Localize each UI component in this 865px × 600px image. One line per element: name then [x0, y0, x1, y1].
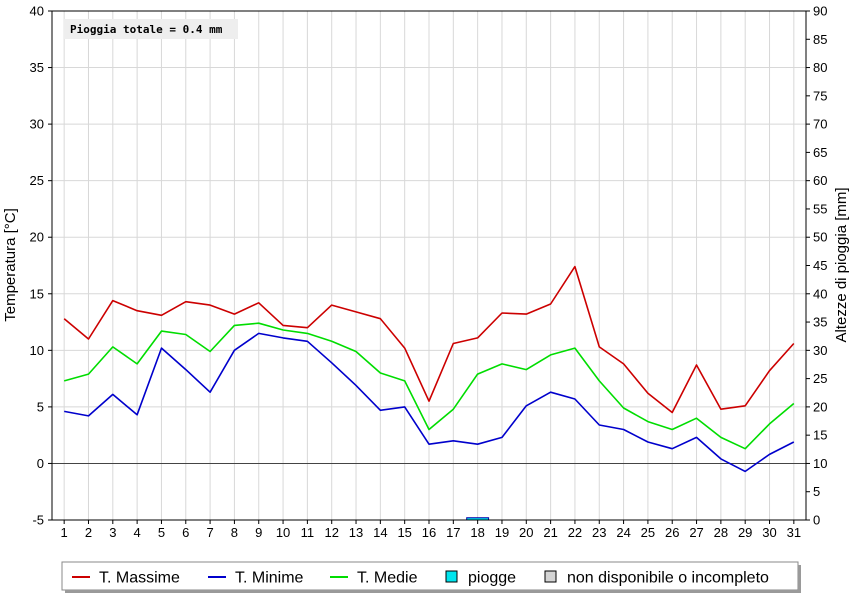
rain-total-background — [64, 19, 238, 39]
left-tick-label: 30 — [30, 117, 44, 132]
x-tick-label: 26 — [665, 525, 679, 540]
x-tick-label: 15 — [397, 525, 411, 540]
right-tick-label: 20 — [813, 399, 827, 414]
x-tick-label: 7 — [206, 525, 213, 540]
right-tick-label: 70 — [813, 117, 827, 132]
legend-label-piogge: piogge — [468, 570, 516, 587]
series-line-t-massime — [63, 265, 795, 414]
legend-label-t-minime: T. Minime — [235, 570, 304, 587]
legend-label-non-disponibile-o-incompleto: non disponibile o incompleto — [567, 570, 769, 587]
left-tick-label: 0 — [37, 456, 44, 471]
x-tick-label: 10 — [276, 525, 290, 540]
x-tick-label: 17 — [446, 525, 460, 540]
x-tick-label: 14 — [373, 525, 387, 540]
right-tick-label: 40 — [813, 286, 827, 301]
x-tick-label: 1 — [61, 525, 68, 540]
series-line-t-medie — [63, 322, 795, 450]
left-tick-label: 35 — [30, 60, 44, 75]
legend-shadow-right — [798, 565, 801, 593]
x-tick-label: 3 — [109, 525, 116, 540]
x-tick-label: 30 — [762, 525, 776, 540]
left-axis-ticks: -5 0 5 10 15 20 25 30 35 40 — [30, 4, 52, 528]
rain-total-box: Pioggia totale = 0.4 mm — [64, 19, 238, 39]
right-tick-label: 15 — [813, 428, 827, 443]
x-tick-label: 18 — [470, 525, 484, 540]
x-tick-label: 28 — [714, 525, 728, 540]
left-tick-label: -5 — [32, 513, 44, 528]
x-axis-ticks: 1 2 3 4 5 6 7 8 9 10 11 12 13 14 15 16 17 18 19 20 21 22 23 24 2… — [61, 520, 801, 540]
right-tick-label: 0 — [813, 513, 820, 528]
left-axis-title: Temperatura [°C] — [2, 208, 19, 322]
right-tick-label: 65 — [813, 145, 827, 160]
right-axis-ticks: 0 5 10 15 20 25 30 35 40 45 50 55 60 65 70 75 80 85 90 — [806, 4, 827, 528]
x-tick-label: 21 — [543, 525, 557, 540]
left-tick-label: 25 — [30, 173, 44, 188]
right-tick-label: 90 — [813, 4, 827, 19]
x-tick-label: 24 — [616, 525, 630, 540]
legend: T. Massime T. Minime T. Medie piogge non dis… — [61, 561, 801, 593]
x-tick-label: 11 — [301, 525, 315, 540]
x-tick-label: 12 — [324, 525, 338, 540]
right-tick-label: 35 — [813, 315, 827, 330]
legend-items: T. Massime T. Minime T. Medie piogge non dis… — [72, 570, 769, 587]
x-tick-label: 9 — [255, 525, 262, 540]
right-tick-label: 60 — [813, 173, 827, 188]
legend-shadow-bottom — [65, 590, 801, 593]
x-tick-label: 8 — [231, 525, 238, 540]
right-axis-title: Altezze di pioggia [mm] — [833, 187, 850, 342]
x-tick-label: 23 — [592, 525, 606, 540]
x-tick-label: 2 — [85, 525, 92, 540]
x-tick-label: 4 — [134, 525, 141, 540]
x-tick-label: 22 — [568, 525, 582, 540]
x-tick-label: 6 — [182, 525, 189, 540]
right-tick-label: 45 — [813, 258, 827, 273]
left-tick-label: 20 — [30, 230, 44, 245]
legend-label-t-massime: T. Massime — [99, 570, 180, 587]
x-tick-label: 31 — [787, 525, 801, 540]
rain-total-label: Pioggia totale = 0.4 mm — [70, 23, 223, 36]
x-tick-label: 16 — [422, 525, 436, 540]
x-tick-label: 25 — [641, 525, 655, 540]
right-tick-label: 30 — [813, 343, 827, 358]
left-tick-label: 5 — [37, 399, 44, 414]
right-tick-label: 80 — [813, 60, 827, 75]
right-tick-label: 55 — [813, 201, 827, 216]
right-tick-label: 10 — [813, 456, 827, 471]
right-tick-label: 5 — [813, 484, 820, 499]
x-tick-label: 20 — [519, 525, 533, 540]
x-tick-label: 5 — [158, 525, 165, 540]
x-tick-label: 19 — [495, 525, 509, 540]
legend-swatch-piogge — [445, 570, 458, 583]
left-tick-label: 40 — [30, 4, 44, 19]
legend-swatch-non-disponibile-o-incompleto — [544, 570, 557, 583]
x-tick-label: 13 — [349, 525, 363, 540]
left-tick-label: 15 — [30, 286, 44, 301]
right-tick-label: 25 — [813, 371, 827, 386]
right-tick-label: 85 — [813, 32, 827, 47]
series-lines — [63, 265, 795, 473]
legend-label-t-medie: T. Medie — [357, 570, 418, 587]
x-tick-label: 29 — [738, 525, 752, 540]
series-line-t-minime — [64, 332, 795, 473]
left-tick-label: 10 — [30, 343, 44, 358]
right-tick-label: 75 — [813, 88, 827, 103]
x-tick-label: 27 — [689, 525, 703, 540]
right-tick-label: 50 — [813, 230, 827, 245]
